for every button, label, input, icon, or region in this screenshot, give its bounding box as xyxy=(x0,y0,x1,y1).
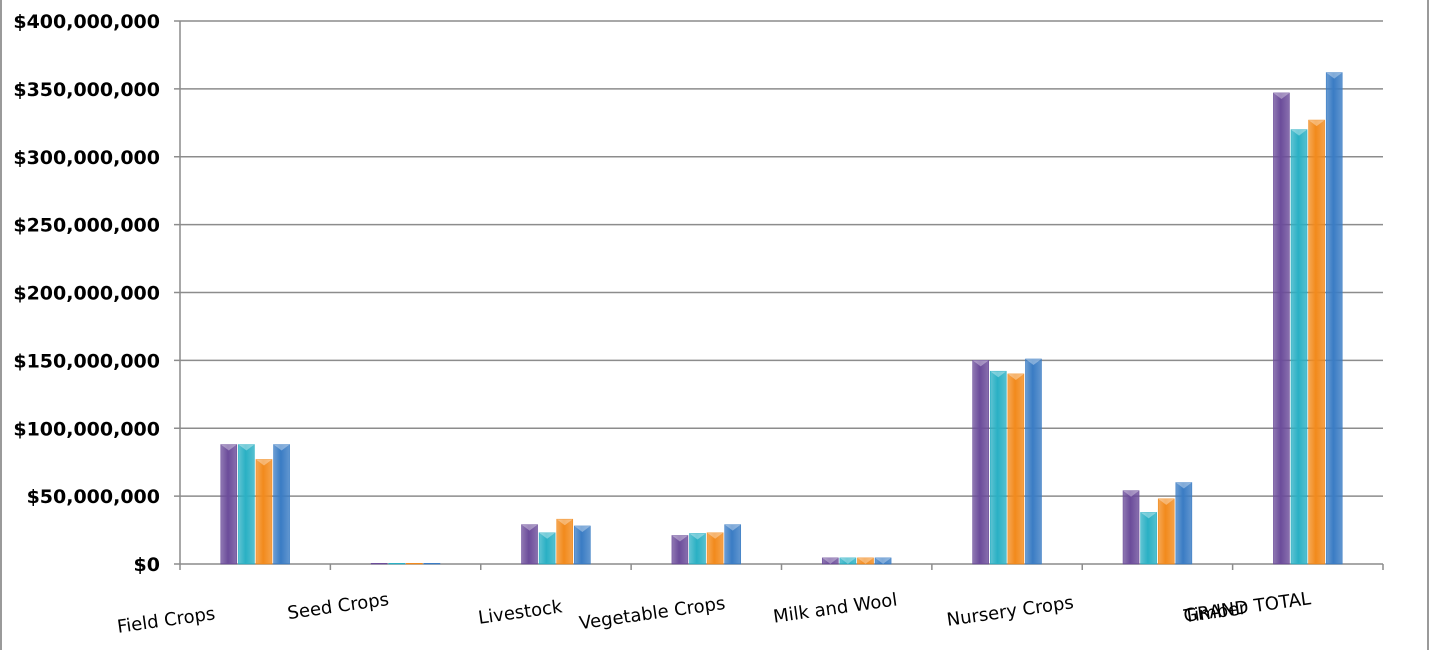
bar-cap xyxy=(1007,373,1024,380)
y-tick-label: $350,000,000 xyxy=(13,79,160,101)
bar-cap xyxy=(1025,359,1042,366)
y-tick-label: $100,000,000 xyxy=(13,418,160,440)
bar xyxy=(1308,119,1325,565)
x-tick-label: Vegetable Crops xyxy=(578,593,727,634)
bar-cap xyxy=(857,557,874,564)
y-tick-labels: $0 $50,000,000 $100,000,000 $150,000,000 $20… xyxy=(13,11,160,576)
bar-cap xyxy=(724,524,741,531)
bar-cap xyxy=(273,444,290,451)
bar-cap xyxy=(1175,482,1192,489)
bar-cap xyxy=(1291,129,1308,136)
y-tick-label: $200,000,000 xyxy=(13,283,160,305)
bar-cap xyxy=(255,459,272,466)
bar xyxy=(671,535,689,565)
axes xyxy=(174,20,1384,570)
x-tick-label: Field Crops xyxy=(116,603,217,638)
bar xyxy=(1140,512,1157,565)
x-tick-label: Milk and Wool xyxy=(772,589,899,627)
bar xyxy=(1290,129,1308,565)
bar-cap xyxy=(1308,120,1325,127)
bar xyxy=(972,360,989,565)
bar-cap xyxy=(238,444,255,451)
y-tick-label: $400,000,000 xyxy=(13,11,160,33)
x-tick-label: Livestock xyxy=(477,596,564,629)
bar xyxy=(1325,72,1343,565)
bar-cap xyxy=(990,371,1007,378)
bar xyxy=(1122,490,1140,565)
bar xyxy=(255,459,273,565)
bar xyxy=(423,563,441,565)
bar-cap xyxy=(671,535,688,542)
bar xyxy=(521,524,538,565)
bar xyxy=(220,444,238,565)
bar xyxy=(1025,358,1042,565)
bar xyxy=(839,557,857,565)
bar xyxy=(1007,373,1025,565)
y-tick-label: $300,000,000 xyxy=(13,147,160,169)
bar xyxy=(388,563,406,565)
bar xyxy=(1157,498,1175,565)
bar-cap xyxy=(1326,72,1343,79)
bar-cap xyxy=(539,532,556,539)
bar xyxy=(370,563,388,565)
bar xyxy=(556,518,574,565)
y-tick-label: $50,000,000 xyxy=(27,486,160,508)
bar xyxy=(689,533,706,565)
bar-cap xyxy=(220,444,237,451)
bar-cap xyxy=(689,533,706,540)
x-tick-label: Seed Crops xyxy=(286,589,390,624)
bar xyxy=(406,563,423,565)
bar-cap xyxy=(875,557,892,564)
y-tick-label: $0 xyxy=(134,554,160,576)
bar xyxy=(574,525,591,565)
bar-cap xyxy=(1123,490,1140,497)
bar-cap xyxy=(521,524,538,531)
bar xyxy=(821,557,839,565)
bar xyxy=(1273,92,1290,565)
bar xyxy=(538,532,556,565)
bar-cap xyxy=(1158,498,1175,505)
bar-cap xyxy=(1140,512,1157,519)
bar xyxy=(238,444,255,565)
x-tick-label: GRAND TOTAL xyxy=(1182,588,1312,627)
bar xyxy=(724,524,742,565)
y-tick-label: $250,000,000 xyxy=(13,215,160,237)
bar xyxy=(874,557,892,565)
x-tick-labels: Field Crops Seed Crops Livestock Vegetable … xyxy=(116,588,1312,638)
bar-cap xyxy=(822,557,839,564)
bar-cap xyxy=(972,360,989,367)
bar-cap xyxy=(574,525,591,532)
bar-cap xyxy=(556,519,573,526)
x-tick-label: Nursery Crops xyxy=(945,592,1075,631)
grid-lines xyxy=(180,20,1383,497)
bar xyxy=(857,557,874,565)
bar-cap xyxy=(839,557,856,564)
bar xyxy=(989,370,1007,565)
y-tick-label: $150,000,000 xyxy=(13,350,160,372)
bar-cap xyxy=(707,532,724,539)
bar xyxy=(706,532,724,565)
bars xyxy=(220,72,1343,565)
bar-cap xyxy=(1273,92,1290,99)
bar xyxy=(273,444,290,565)
bar xyxy=(1175,482,1193,565)
